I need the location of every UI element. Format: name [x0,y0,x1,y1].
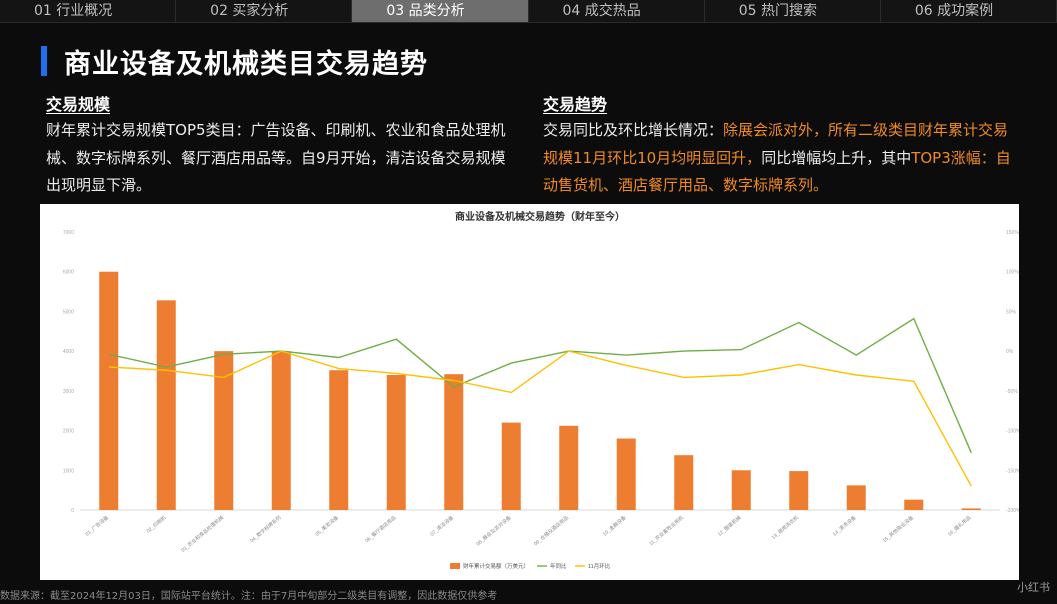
y-right-tick-label: -50% [1006,389,1018,395]
bar-11_农业畜牧业用机 [674,455,694,510]
right-text-highlight-2: TOP3涨幅：自动售货机、酒店餐厅用品、数字标牌系列。 [543,148,1011,195]
x-tick-label: 13_商用洗衣机 [770,514,800,541]
tab-hot-products[interactable]: 04 成交热品 [529,0,705,22]
tab-success-cases[interactable]: 06 成功案例 [881,0,1057,22]
tab-buyer-analysis[interactable]: 02 买家分析 [176,0,353,22]
y-right-tick-label: -150% [1006,468,1019,474]
bar-04_数字标牌系列 [271,351,291,510]
x-tick-label: 06_餐厅酒店用品 [364,514,398,544]
bar-10_金融设备 [616,438,636,510]
bar-05_美发设备 [329,370,349,510]
right-section-text: 交易同比及环比增长情况：除展会派对外，所有二级类目财年累计交易规模11月环比10… [543,117,1021,200]
bar-01_广告设备 [99,271,119,510]
y-right-tick-label: 50% [1006,309,1017,315]
bar-14_清洗设备 [846,485,866,510]
y-left-tick-label: 4000 [63,349,74,355]
x-tick-label: 14_清洗设备 [831,514,857,538]
x-tick-label: 16_婚礼用品 [946,514,972,538]
tab-hot-search[interactable]: 05 热门搜索 [705,0,881,22]
y-left-tick-label: 2000 [63,429,74,435]
legend-label-bar: 财年累计交易额（万美元） [463,562,529,570]
tab-category-analysis[interactable]: 03 品类分析 [352,0,529,22]
section-tab-bar: 01 行业概况 02 买家分析 03 品类分析 04 成交热品 05 热门搜索 … [0,0,1057,23]
y-left-tick-label: 6000 [63,270,74,276]
bar-08_展会及派对设备 [501,422,521,510]
y-left-tick-label: 3000 [63,389,74,395]
bar-09_仓储及酒店用品 [559,425,579,510]
legend-swatch-bar [450,563,460,569]
x-tick-label: 09_仓储及酒店用品 [532,514,570,547]
x-tick-label: 12_服装机械 [716,514,742,538]
right-text-highlight: 除展会派对外，所有二级类目财年累计交易规模11月环比10月均明显回升， [543,121,1009,167]
x-tick-label: 02_印刷机 [145,514,167,534]
right-section-title: 交易趋势 [543,95,608,114]
bar-12_服装机械 [731,470,751,510]
left-section-title: 交易规模 [46,95,111,114]
y-left-tick-label: 0 [71,508,74,514]
title-accent-bar [41,46,47,76]
bar-13_商用洗衣机 [789,471,809,510]
bar-07_清洁设备 [444,374,464,510]
bar-03_农业和食品处理机械 [214,351,234,510]
chart-panel: 商业设备及机械交易趋势（财年至今） 0 1000 2000 3000 4000 5000 60… [40,204,1021,580]
trend-chart: 商业设备及机械交易趋势（财年至今） 0 1000 2000 3000 4000 5000 60… [63,210,1021,570]
legend-label-mom: 11月环比 [588,562,611,570]
x-tick-label: 04_数字标牌系列 [249,514,283,544]
y-left-tick-label: 1000 [63,468,74,474]
y-right-tick-label: 100% [1006,270,1019,276]
y-left-tick-label: 5000 [63,309,74,315]
data-source-note: 数据来源：截至2024年12月03日，国际站平台统计。注：由于7月中旬部分二级类… [0,591,498,602]
x-tick-label: 11_农业畜牧业用机 [648,514,685,547]
y-right-tick-label: -200% [1006,508,1019,514]
bar-02_印刷机 [156,300,176,510]
y-right-tick-label: 150% [1006,230,1019,236]
y-right-tick-label: -100% [1006,429,1019,435]
legend-label-yoy: 年同比 [550,562,567,570]
line-mom [108,350,972,487]
bar-06_餐厅酒店用品 [386,374,406,510]
right-text-plain: 交易同比及环比增长情况： [543,121,724,139]
y-left-tick-label: 7000 [63,230,74,236]
x-tick-label: 08_展会及派对设备 [475,514,513,547]
x-tick-label: 05_美发设备 [314,514,340,538]
y-right-tick-label: 0% [1006,349,1014,355]
line-yoy [108,317,972,454]
x-tick-label: 15_其他商业设备 [881,514,915,544]
bar-15_其他商业设备 [904,499,924,510]
x-tick-label: 01_广告设备 [84,514,110,538]
page-title: 商业设备及机械类目交易趋势 [64,49,428,80]
left-section-text: 财年累计交易规模TOP5类目：广告设备、印刷机、农业和食品处理机械、数字标牌系列… [46,121,506,194]
x-tick-label: 07_清洁设备 [429,514,455,538]
watermark-mark: 小红书 [1017,581,1050,594]
x-tick-label: 03_农业和食品处理机械 [180,514,225,554]
tab-industry-overview[interactable]: 01 行业概况 [0,0,177,22]
x-tick-label: 10_金融设备 [601,514,627,538]
right-text-plain-2: 同比增幅均上升，其中 [761,148,912,167]
chart-title: 商业设备及机械交易趋势（财年至今） [455,210,625,223]
bar-16_婚礼用品 [961,508,981,510]
